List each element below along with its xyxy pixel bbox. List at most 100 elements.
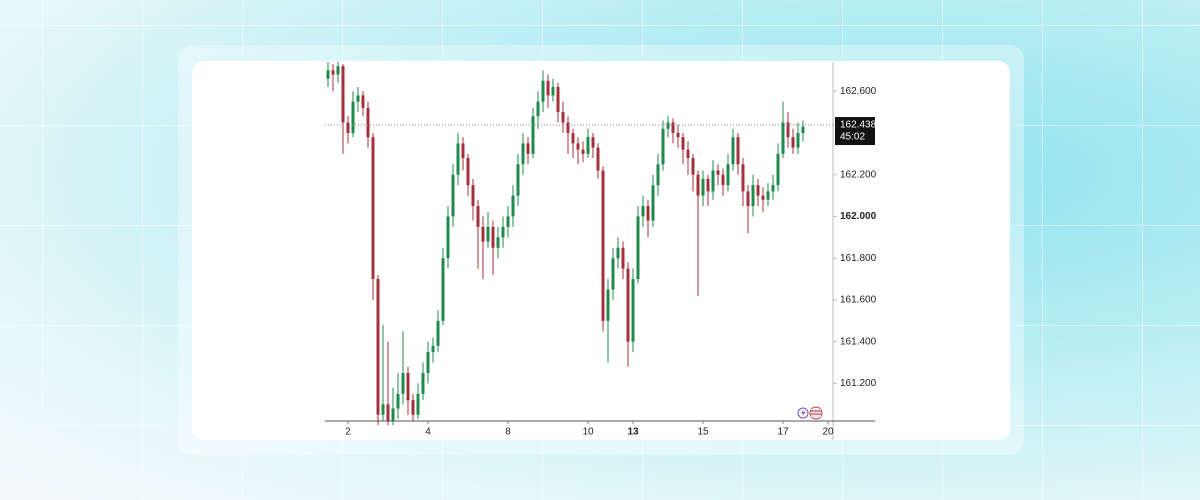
candle-body	[486, 226, 490, 242]
candle-body	[651, 185, 655, 221]
y-tick-label: 162.200	[840, 169, 877, 180]
candle-body	[736, 137, 740, 165]
candle-body	[411, 400, 415, 415]
candle-body	[401, 372, 405, 394]
last-price-box	[835, 117, 875, 146]
candle-body	[621, 247, 625, 269]
candle-body	[611, 258, 615, 290]
candle-body	[386, 404, 390, 421]
candle-body	[666, 122, 670, 129]
candle-body	[446, 216, 450, 259]
candle-body	[351, 101, 355, 133]
candle-body	[556, 87, 560, 113]
candle-body	[586, 137, 590, 154]
candle-body	[646, 206, 650, 221]
candle-body	[461, 143, 465, 159]
candle-body	[786, 122, 790, 138]
x-tick-label: 17	[777, 427, 789, 438]
candle-body	[526, 143, 530, 154]
candle-body	[371, 137, 375, 280]
candle-body	[686, 149, 690, 159]
x-tick-label: 8	[505, 427, 511, 438]
candle-body	[366, 107, 370, 138]
candle-body	[511, 195, 515, 217]
candle-body	[516, 164, 520, 196]
candle-body	[761, 195, 765, 200]
candle-body	[406, 372, 410, 401]
candle-body	[616, 247, 620, 259]
candle-body	[591, 137, 595, 148]
candle-body	[441, 258, 445, 321]
candle-body	[781, 122, 785, 154]
candle-body	[681, 137, 685, 150]
candle-body	[341, 66, 345, 123]
candle-body	[521, 143, 525, 165]
candle-body	[436, 320, 440, 346]
candle-body	[561, 112, 565, 123]
candle-body	[716, 170, 720, 175]
x-tick-label: 13	[627, 427, 639, 438]
candle-body	[641, 206, 645, 217]
candle-body	[376, 279, 380, 415]
candle-body	[671, 122, 675, 133]
y-tick-label: 162.000	[840, 211, 877, 222]
candle-body	[396, 393, 400, 409]
candle-body	[801, 126, 805, 133]
candle-body	[456, 143, 460, 175]
candle-body	[466, 158, 470, 186]
candle-body	[706, 178, 710, 192]
lightning-glyph	[801, 409, 806, 417]
candle-body	[726, 164, 730, 186]
candle-body	[356, 95, 360, 102]
candle-body	[796, 132, 800, 148]
candle-body	[776, 153, 780, 186]
candle-body	[421, 372, 425, 394]
x-tick-label: 2	[345, 427, 351, 438]
y-tick-label: 162.600	[840, 86, 877, 97]
candle-body	[756, 185, 760, 196]
candle-body	[496, 237, 500, 248]
candle-body	[501, 226, 505, 238]
candle-body	[326, 70, 330, 79]
candle-body	[766, 191, 770, 200]
x-tick-label: 4	[425, 427, 431, 438]
candle-body	[506, 216, 510, 227]
candle-body	[596, 147, 600, 171]
candle-body	[696, 174, 700, 196]
candle-body	[491, 226, 495, 248]
candle-body	[656, 164, 660, 186]
candle-body	[701, 178, 705, 196]
flag-glyph	[811, 409, 821, 417]
candle-body	[691, 158, 695, 175]
candle-body	[361, 95, 365, 108]
candle-body	[771, 185, 775, 192]
candle-body	[661, 128, 665, 165]
y-tick-label: 161.200	[840, 378, 877, 389]
candle-body	[751, 185, 755, 207]
candle-body	[471, 185, 475, 207]
x-tick-label: 10	[582, 427, 594, 438]
candle-body	[631, 279, 635, 342]
candle-body	[426, 352, 430, 373]
y-tick-label: 161.800	[840, 253, 877, 264]
x-tick-label: 15	[697, 427, 709, 438]
candle-body	[531, 116, 535, 154]
candle-body	[536, 101, 540, 117]
candle-body	[746, 191, 750, 207]
candle-body	[551, 87, 555, 96]
candle-body	[331, 70, 335, 75]
candle-body	[741, 164, 745, 192]
candle-body	[481, 226, 485, 242]
candle-body	[336, 66, 340, 75]
candle-body	[711, 170, 715, 192]
candle-body	[431, 345, 435, 353]
candle-body	[391, 408, 395, 421]
countdown-label: 45:02	[840, 132, 865, 143]
y-tick-label: 161.600	[840, 295, 877, 306]
candle-body	[731, 137, 735, 165]
candle-body	[546, 80, 550, 96]
candle-body	[636, 216, 640, 280]
candle-body	[541, 80, 545, 102]
candle-body	[571, 132, 575, 144]
